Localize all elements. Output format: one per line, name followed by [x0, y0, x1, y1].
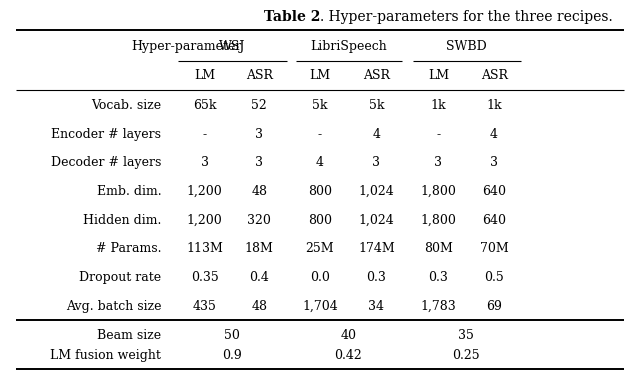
Text: 1,783: 1,783: [420, 299, 456, 313]
Text: 800: 800: [308, 185, 332, 198]
Text: 65k: 65k: [193, 99, 216, 112]
Text: 3: 3: [201, 157, 209, 170]
Text: 0.25: 0.25: [452, 348, 480, 362]
Text: LibriSpeech: LibriSpeech: [310, 40, 387, 53]
Text: Table 2: Table 2: [264, 10, 320, 24]
Text: 48: 48: [252, 185, 268, 198]
Text: 3: 3: [255, 128, 263, 141]
Text: 3: 3: [255, 157, 263, 170]
Text: 4: 4: [490, 128, 498, 141]
Text: Beam size: Beam size: [97, 329, 161, 342]
Text: 25M: 25M: [306, 242, 334, 255]
Text: Hidden dim.: Hidden dim.: [83, 214, 161, 227]
Text: 435: 435: [193, 299, 217, 313]
Text: 0.9: 0.9: [222, 348, 242, 362]
Text: 52: 52: [252, 99, 267, 112]
Text: 18M: 18M: [244, 242, 274, 255]
Text: 640: 640: [482, 214, 506, 227]
Text: 50: 50: [224, 329, 240, 342]
Text: LM: LM: [428, 69, 449, 82]
Text: 640: 640: [482, 185, 506, 198]
Text: 1,800: 1,800: [420, 185, 456, 198]
Text: LM: LM: [194, 69, 216, 82]
Text: Dropout rate: Dropout rate: [79, 271, 161, 284]
Text: 1,200: 1,200: [187, 185, 223, 198]
Text: 800: 800: [308, 214, 332, 227]
Text: 1,800: 1,800: [420, 214, 456, 227]
Text: Decoder # layers: Decoder # layers: [51, 157, 161, 170]
Text: -: -: [318, 128, 322, 141]
Text: Emb. dim.: Emb. dim.: [97, 185, 161, 198]
Text: 320: 320: [247, 214, 271, 227]
Text: 0.42: 0.42: [334, 348, 362, 362]
Text: WSJ: WSJ: [219, 40, 245, 53]
Text: 80M: 80M: [424, 242, 453, 255]
Text: 48: 48: [252, 299, 268, 313]
Text: Encoder # layers: Encoder # layers: [51, 128, 161, 141]
Text: 40: 40: [340, 329, 356, 342]
Text: 70M: 70M: [480, 242, 508, 255]
Text: 3: 3: [490, 157, 498, 170]
Text: # Params.: # Params.: [96, 242, 161, 255]
Text: 34: 34: [369, 299, 384, 313]
Text: 0.35: 0.35: [191, 271, 219, 284]
Text: 5k: 5k: [369, 99, 384, 112]
Text: 1,024: 1,024: [358, 214, 394, 227]
Text: -: -: [203, 128, 207, 141]
Text: Hyper-parameter: Hyper-parameter: [131, 40, 241, 53]
Text: ASR: ASR: [246, 69, 273, 82]
Text: -: -: [436, 128, 440, 141]
Text: 0.3: 0.3: [366, 271, 387, 284]
Text: 1k: 1k: [486, 99, 502, 112]
Text: . Hyper-parameters for the three recipes.: . Hyper-parameters for the three recipes…: [320, 10, 612, 24]
Text: 1,200: 1,200: [187, 214, 223, 227]
Text: 69: 69: [486, 299, 502, 313]
Text: 0.0: 0.0: [310, 271, 330, 284]
Text: Avg. batch size: Avg. batch size: [66, 299, 161, 313]
Text: ASR: ASR: [363, 69, 390, 82]
Text: 1k: 1k: [431, 99, 446, 112]
Text: 0.3: 0.3: [428, 271, 449, 284]
Text: LM fusion weight: LM fusion weight: [51, 348, 161, 362]
Text: 3: 3: [435, 157, 442, 170]
Text: SWBD: SWBD: [446, 40, 486, 53]
Text: 0.5: 0.5: [484, 271, 504, 284]
Text: 3: 3: [372, 157, 380, 170]
Text: 1,704: 1,704: [302, 299, 338, 313]
Text: 4: 4: [372, 128, 380, 141]
Text: Vocab. size: Vocab. size: [91, 99, 161, 112]
Text: ASR: ASR: [481, 69, 508, 82]
Text: 35: 35: [458, 329, 474, 342]
Text: 4: 4: [316, 157, 324, 170]
Text: LM: LM: [309, 69, 331, 82]
Text: 1,024: 1,024: [358, 185, 394, 198]
Text: 113M: 113M: [186, 242, 223, 255]
Text: 5k: 5k: [312, 99, 328, 112]
Text: 174M: 174M: [358, 242, 395, 255]
Text: 0.4: 0.4: [249, 271, 269, 284]
